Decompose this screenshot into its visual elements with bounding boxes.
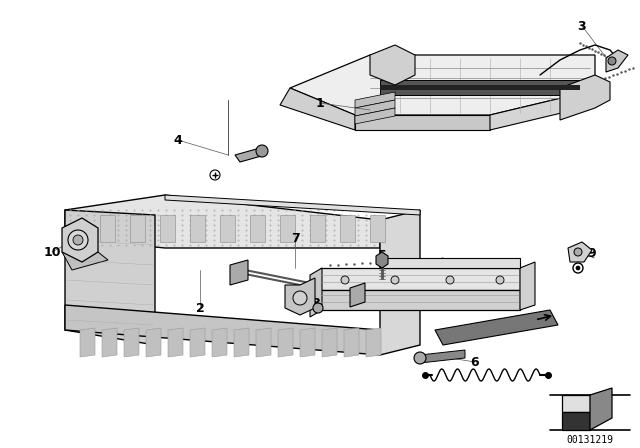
Polygon shape xyxy=(165,195,420,215)
Polygon shape xyxy=(278,328,293,357)
Text: 1: 1 xyxy=(316,96,324,109)
Polygon shape xyxy=(234,328,249,357)
Polygon shape xyxy=(355,115,490,130)
Circle shape xyxy=(293,291,307,305)
Polygon shape xyxy=(256,328,271,357)
Circle shape xyxy=(446,276,454,284)
Text: 7: 7 xyxy=(291,232,300,245)
Polygon shape xyxy=(590,388,612,430)
Text: 9: 9 xyxy=(588,246,596,259)
Polygon shape xyxy=(212,328,227,357)
Polygon shape xyxy=(146,328,161,357)
Polygon shape xyxy=(62,252,108,270)
Polygon shape xyxy=(322,328,337,357)
Polygon shape xyxy=(560,75,610,120)
Polygon shape xyxy=(220,215,235,242)
Polygon shape xyxy=(160,215,175,242)
Circle shape xyxy=(391,276,399,284)
Polygon shape xyxy=(300,328,315,357)
Polygon shape xyxy=(65,195,380,248)
Polygon shape xyxy=(435,310,558,345)
Polygon shape xyxy=(65,305,380,355)
Polygon shape xyxy=(490,90,595,130)
Circle shape xyxy=(341,276,349,284)
Polygon shape xyxy=(340,215,355,242)
Polygon shape xyxy=(380,80,580,95)
Polygon shape xyxy=(102,328,117,357)
Text: 10: 10 xyxy=(44,246,61,258)
Polygon shape xyxy=(562,412,590,430)
Polygon shape xyxy=(562,395,590,412)
Text: 2: 2 xyxy=(196,302,204,314)
Polygon shape xyxy=(366,328,381,357)
Polygon shape xyxy=(235,148,265,162)
Circle shape xyxy=(256,145,268,157)
Polygon shape xyxy=(380,258,520,268)
Text: 8: 8 xyxy=(312,297,320,310)
Circle shape xyxy=(576,266,580,270)
Polygon shape xyxy=(280,88,355,130)
Polygon shape xyxy=(310,215,325,242)
Polygon shape xyxy=(568,242,592,262)
Polygon shape xyxy=(355,92,395,108)
Polygon shape xyxy=(370,215,385,242)
Polygon shape xyxy=(606,50,628,72)
Polygon shape xyxy=(344,328,359,357)
Polygon shape xyxy=(420,350,465,363)
Polygon shape xyxy=(380,210,420,355)
Polygon shape xyxy=(380,85,580,90)
Text: 4: 4 xyxy=(173,134,182,146)
Text: 3: 3 xyxy=(578,20,586,33)
Polygon shape xyxy=(350,283,365,307)
Polygon shape xyxy=(190,215,205,242)
Polygon shape xyxy=(370,45,415,85)
Polygon shape xyxy=(80,328,95,357)
Polygon shape xyxy=(65,210,155,345)
Circle shape xyxy=(414,352,426,364)
Polygon shape xyxy=(320,290,520,310)
Circle shape xyxy=(608,57,616,65)
Polygon shape xyxy=(62,218,98,262)
Polygon shape xyxy=(190,328,205,357)
Polygon shape xyxy=(290,55,595,115)
Circle shape xyxy=(313,303,323,313)
Text: 00131219: 00131219 xyxy=(566,435,614,445)
Polygon shape xyxy=(285,278,315,315)
Circle shape xyxy=(574,248,582,256)
Polygon shape xyxy=(355,100,395,116)
Polygon shape xyxy=(230,260,248,285)
Polygon shape xyxy=(520,262,535,310)
Polygon shape xyxy=(168,328,183,357)
Circle shape xyxy=(68,230,88,250)
Circle shape xyxy=(496,276,504,284)
Polygon shape xyxy=(124,328,139,357)
Polygon shape xyxy=(100,215,115,242)
Polygon shape xyxy=(376,252,388,268)
Text: 6: 6 xyxy=(470,356,479,369)
Text: 5: 5 xyxy=(378,249,387,262)
Polygon shape xyxy=(250,215,265,242)
Polygon shape xyxy=(320,268,520,290)
Polygon shape xyxy=(355,108,395,124)
Polygon shape xyxy=(310,268,322,317)
Polygon shape xyxy=(280,215,295,242)
Polygon shape xyxy=(130,215,145,242)
Circle shape xyxy=(73,235,83,245)
